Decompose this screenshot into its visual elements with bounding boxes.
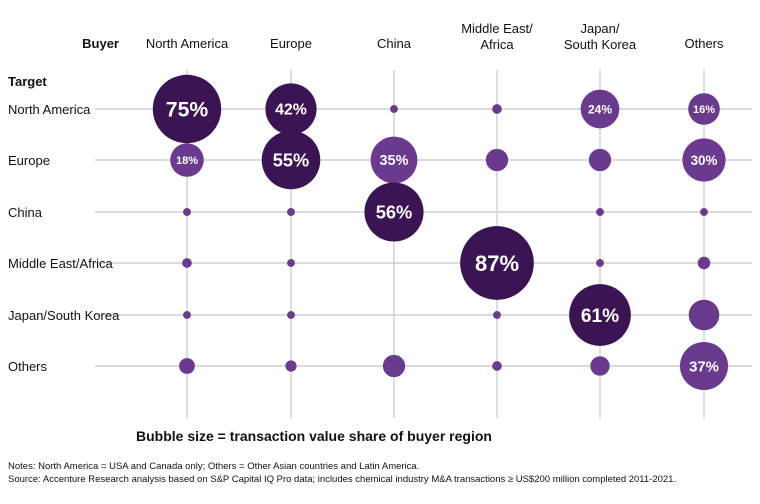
- target-label-4: Japan/South Korea: [8, 308, 120, 323]
- target-axis-header: Target: [8, 74, 47, 89]
- bubble-5-5: [679, 341, 729, 391]
- bubble-3-1: [485, 148, 509, 172]
- target-label-3: Middle East/Africa: [8, 256, 114, 271]
- bubble-3-4: [493, 311, 501, 319]
- bubble-4-2: [596, 208, 604, 216]
- bubble-3-0: [492, 104, 502, 114]
- bubble-0-0: [152, 74, 222, 144]
- target-label-5: Others: [8, 359, 48, 374]
- footnote-source: Source: Accenture Research analysis base…: [8, 474, 677, 485]
- bubble-3-3: [460, 226, 534, 300]
- bubble-label-4-4: 61%: [581, 306, 619, 327]
- bubble-1-1: [261, 130, 321, 190]
- bubble-1-2: [287, 208, 295, 216]
- buyer-label-0: North America: [146, 36, 229, 51]
- bubble-2-2: [364, 182, 424, 242]
- bubble-4-3: [596, 259, 604, 267]
- bubble-0-4: [183, 311, 191, 319]
- bubble-3-5: [492, 361, 502, 371]
- target-label-1: Europe: [8, 153, 50, 168]
- bubble-5-1: [682, 138, 726, 182]
- bubble-5-0: [688, 93, 720, 125]
- bubble-4-0: [580, 89, 620, 129]
- bubble-0-3: [182, 258, 192, 268]
- target-label-2: China: [8, 205, 43, 220]
- bubble-label-1-1: 55%: [273, 151, 309, 171]
- bubble-5-4: [688, 299, 720, 331]
- bubble-2-1: [370, 136, 418, 184]
- bubble-1-4: [287, 311, 295, 319]
- bubble-0-5: [179, 358, 195, 374]
- bubble-2-0: [390, 105, 398, 113]
- bubble-label-5-1: 30%: [691, 153, 718, 168]
- bubble-label-5-5: 37%: [689, 359, 719, 375]
- bubble-4-4: [569, 284, 631, 346]
- footnote-notes: Notes: North America = USA and Canada on…: [8, 461, 420, 472]
- buyer-label-1: Europe: [270, 36, 312, 51]
- bubble-0-1: [170, 143, 204, 177]
- bubble-label-3-3: 87%: [475, 251, 519, 276]
- bubble-label-0-0: 75%: [166, 99, 209, 122]
- bubble-5-2: [700, 208, 708, 216]
- bubble-label-4-0: 24%: [588, 102, 612, 116]
- bubble-0-2: [183, 208, 191, 216]
- target-label-0: North America: [8, 102, 91, 117]
- buyer-label-4: Japan/South Korea: [564, 21, 637, 52]
- buyer-axis-header: Buyer: [82, 36, 119, 51]
- bubble-label-5-0: 16%: [693, 104, 715, 116]
- footnotes: Notes: North America = USA and Canada on…: [8, 460, 676, 486]
- bubble-4-5: [590, 356, 610, 376]
- bubble-label-2-2: 56%: [376, 202, 413, 223]
- bubble-1-5: [285, 360, 297, 372]
- bubble-label-1-0: 42%: [275, 102, 307, 119]
- buyer-label-2: China: [377, 36, 412, 51]
- bubble-size-legend-note: Bubble size = transaction value share of…: [136, 428, 492, 444]
- bubble-label-0-1: 18%: [176, 155, 198, 167]
- bubble-label-2-1: 35%: [379, 153, 408, 169]
- bubble-1-0: [265, 83, 317, 135]
- bubble-4-1: [588, 148, 612, 172]
- buyer-label-3: Middle East/Africa: [461, 21, 533, 52]
- buyer-label-5: Others: [684, 36, 724, 51]
- bubble-2-5: [382, 354, 406, 378]
- bubble-5-3: [697, 256, 711, 270]
- bubble-1-3: [287, 259, 295, 267]
